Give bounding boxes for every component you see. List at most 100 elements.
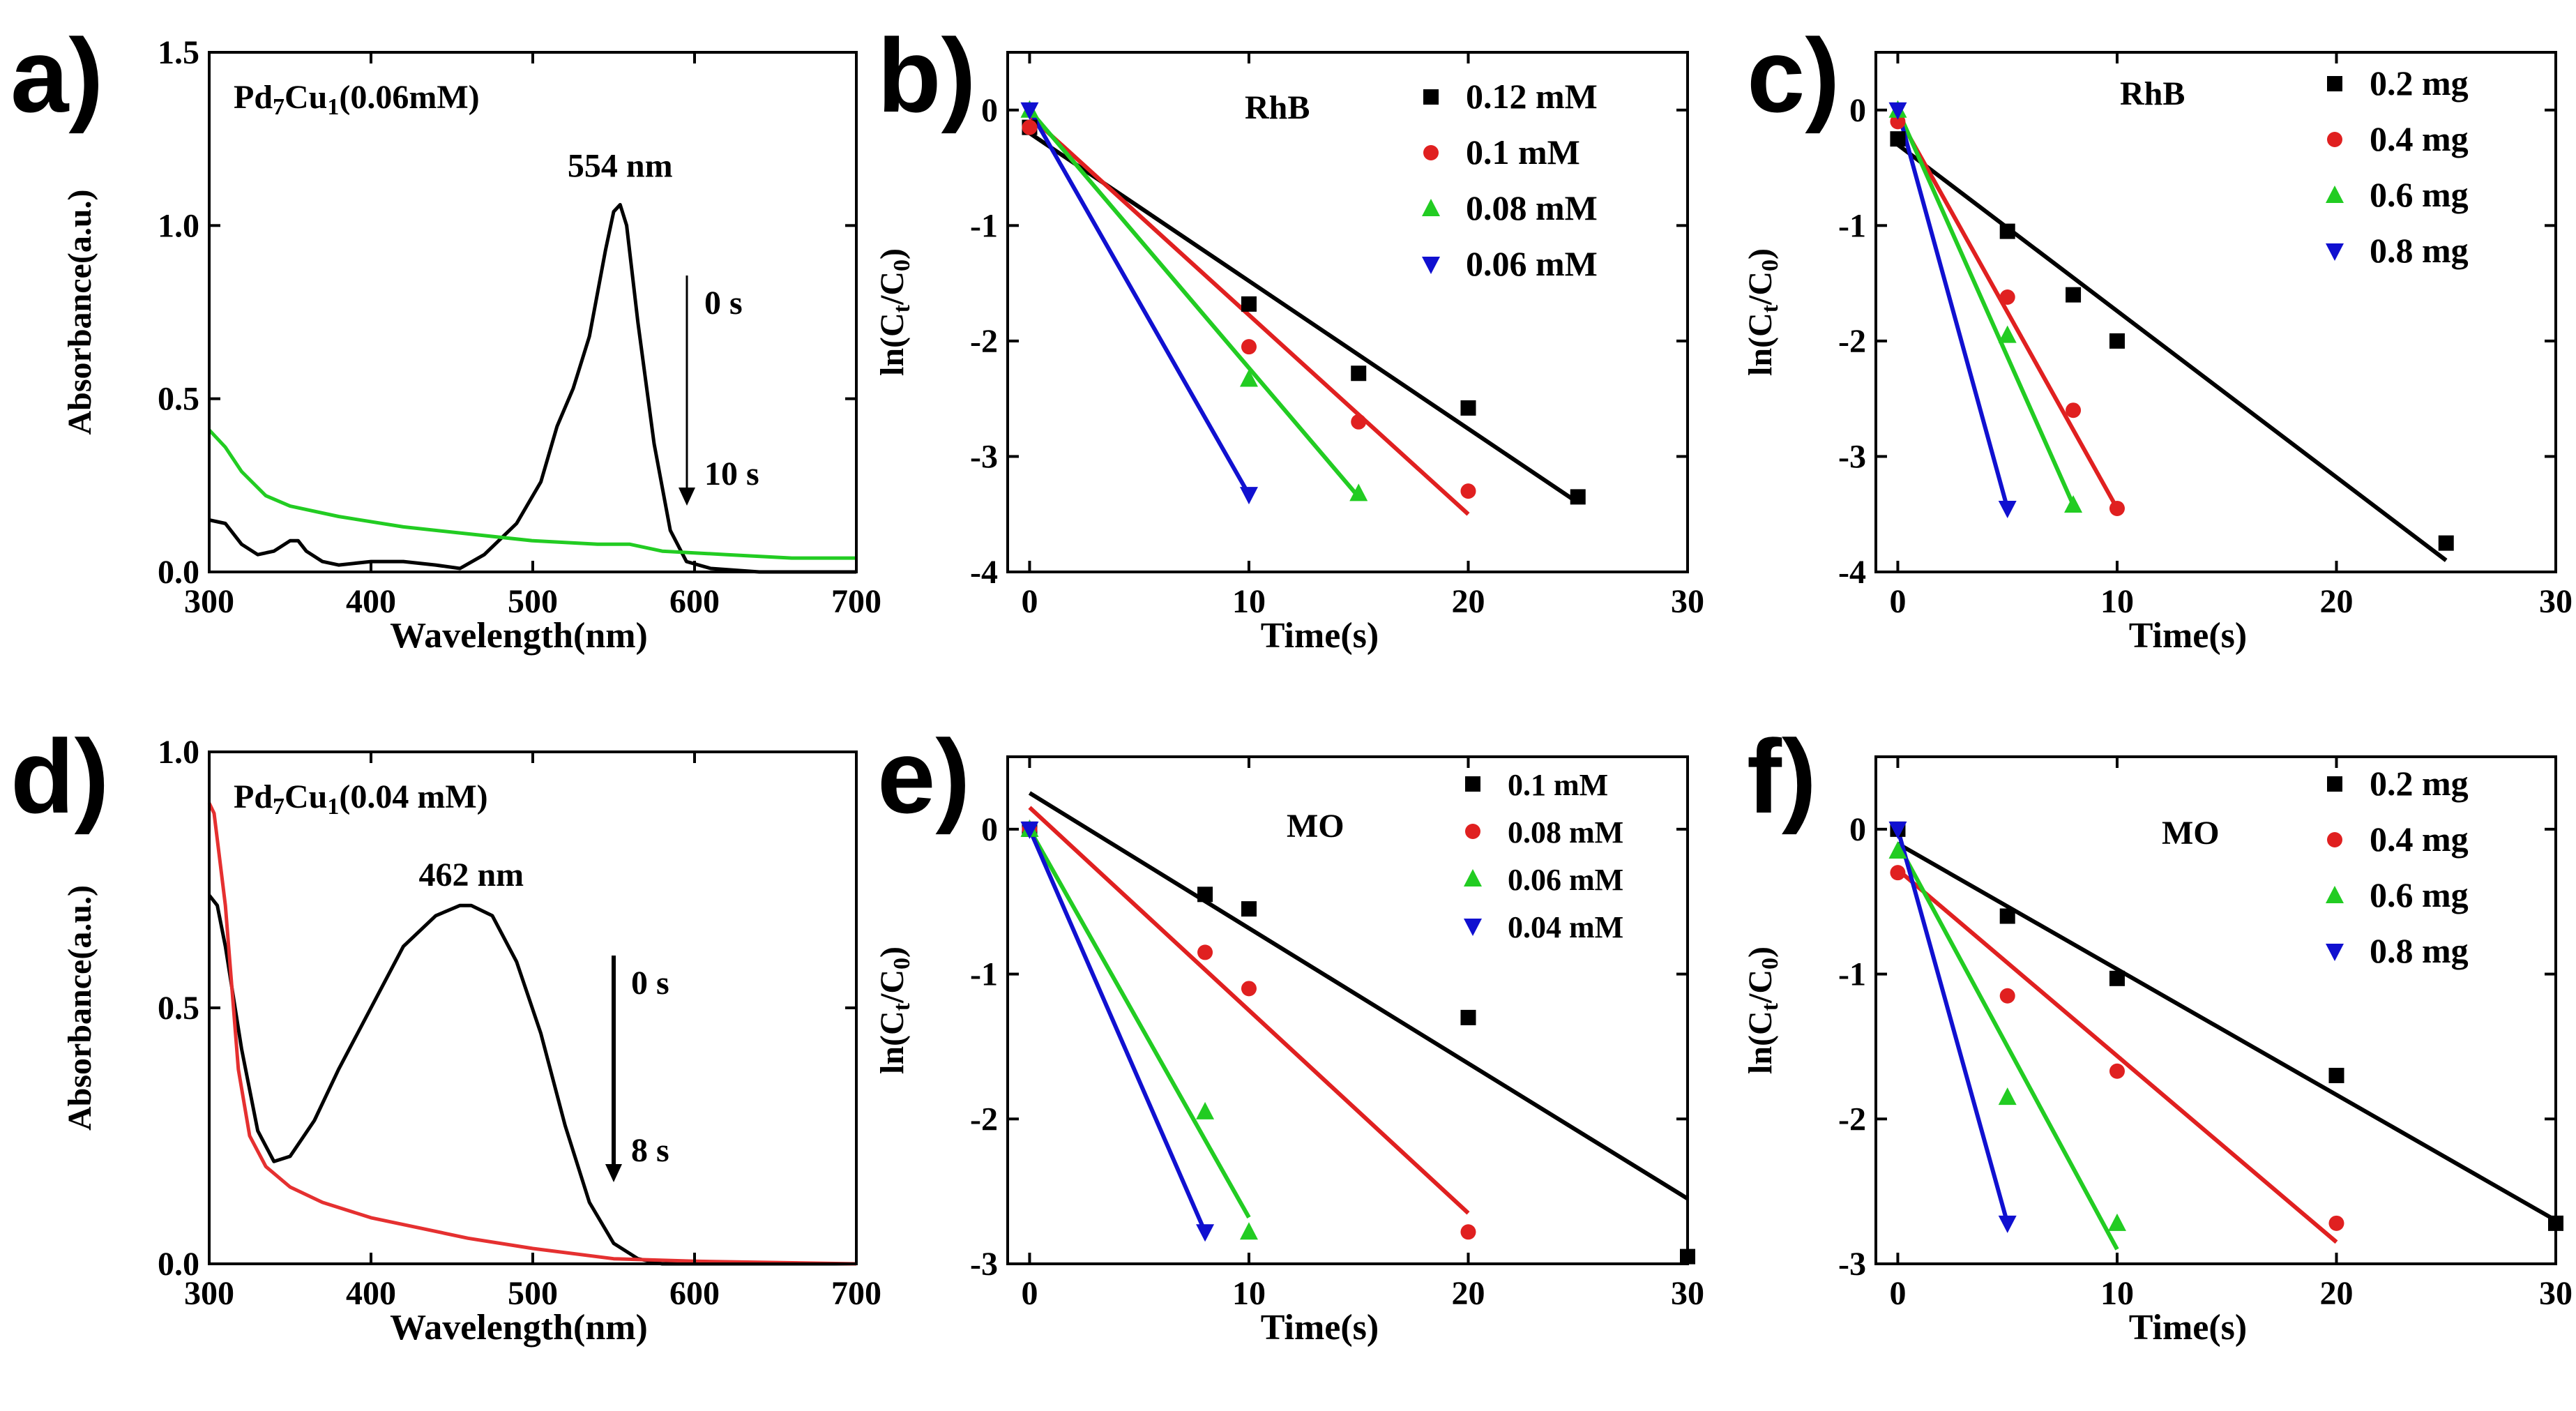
panel-letter-d: d) xyxy=(10,718,109,835)
y-tick-label: -1 xyxy=(1838,207,1866,244)
x-axis-label: Time(s) xyxy=(2129,616,2247,656)
legend-label: 0.08 mM xyxy=(1466,188,1598,227)
plot-frame xyxy=(1874,755,2557,1265)
y-axis-label: ln(Ct/C0) xyxy=(874,248,915,376)
legend-label: 0.2 mg xyxy=(2370,764,2469,803)
legend-label: 0.6 mg xyxy=(2370,175,2469,214)
x-tick-label: 30 xyxy=(1671,583,1704,620)
data-point-triangle-down xyxy=(1020,102,1039,120)
data-point-circle xyxy=(1890,114,1906,130)
y-tick-label: 0 xyxy=(1849,92,1866,129)
data-point-square xyxy=(1460,400,1476,416)
y-tick-label: -3 xyxy=(970,1246,998,1283)
y-axis-label-subscript: 0 xyxy=(1757,259,1783,271)
dye-label: RhB xyxy=(1245,89,1310,126)
data-point-triangle-up xyxy=(2326,186,2344,203)
x-tick-label: 20 xyxy=(1451,583,1485,620)
data-point-triangle-up xyxy=(1239,369,1258,387)
data-point-triangle-down xyxy=(1196,1224,1215,1242)
data-point-triangle-up xyxy=(2326,886,2344,903)
legend-label: 0.12 mM xyxy=(1466,77,1598,116)
legend-label: 0.1 mM xyxy=(1466,133,1580,172)
data-point-square xyxy=(1999,223,2015,239)
data-point-triangle-up xyxy=(1239,1222,1258,1240)
x-tick-label: 0 xyxy=(1021,1275,1038,1312)
y-tick-label: 0 xyxy=(981,811,998,848)
x-tick-label: 400 xyxy=(346,583,396,620)
data-point-triangle-up xyxy=(1998,325,2017,343)
y-axis-label: ln(Ct/C0) xyxy=(874,946,915,1074)
y-tick-label: -3 xyxy=(970,438,998,475)
data-point-circle xyxy=(1460,1224,1476,1240)
x-tick-label: 600 xyxy=(669,583,720,620)
data-point-circle xyxy=(1241,981,1257,997)
data-point-square xyxy=(2109,970,2125,986)
y-tick-label: -1 xyxy=(970,956,998,993)
spectrum-line-0s xyxy=(209,203,856,574)
data-point-triangle-down xyxy=(1888,102,1907,120)
time-arrow-head xyxy=(605,1164,622,1182)
y-axis-label-part: ) xyxy=(1742,248,1779,259)
panel-letter-e: e) xyxy=(877,718,970,835)
data-point-triangle-up xyxy=(1422,199,1440,216)
data-point-circle xyxy=(2109,1063,2125,1079)
y-axis-label: Absorbance(a.u.) xyxy=(61,885,98,1131)
data-point-square xyxy=(1570,489,1586,505)
x-tick-label: 300 xyxy=(184,583,234,620)
x-axis-label: Time(s) xyxy=(1261,616,1379,656)
data-point-triangle-down xyxy=(1998,1215,2017,1233)
data-point-square xyxy=(2438,535,2454,551)
dye-label: RhB xyxy=(2120,75,2185,112)
fit-line xyxy=(1027,828,1207,1233)
y-axis-label-part: ln(C xyxy=(1742,1011,1779,1074)
data-point-triangle-down xyxy=(1464,919,1482,936)
panel-letter-c: c) xyxy=(1747,17,1840,134)
sample-title-subscript: 1 xyxy=(327,94,339,120)
arrow-end-label: 8 s xyxy=(631,1132,669,1169)
data-point-square xyxy=(1999,908,2015,924)
data-point-circle xyxy=(1999,289,2015,305)
data-point-triangle-down xyxy=(1422,257,1440,274)
y-axis-label: ln(Ct/C0) xyxy=(1742,946,1783,1074)
y-tick-label: -3 xyxy=(1838,1246,1866,1283)
y-tick-label: -2 xyxy=(970,1101,998,1138)
sample-title: Pd7Cu1(0.06mM) xyxy=(234,79,480,120)
y-axis-label-subscript: t xyxy=(889,304,915,312)
sample-title-part: (0.06mM) xyxy=(339,79,479,116)
fit-line xyxy=(1896,868,2338,1244)
data-point-circle xyxy=(1465,824,1480,839)
sample-title-subscript: 7 xyxy=(273,794,285,820)
spectrum-line-0s xyxy=(208,893,856,1266)
y-axis-label-part: /C xyxy=(1742,271,1779,305)
x-tick-label: 10 xyxy=(2100,583,2134,620)
x-tick-label: 0 xyxy=(1889,583,1906,620)
sample-title: Pd7Cu1(0.04 mM) xyxy=(234,778,488,820)
x-tick-label: 700 xyxy=(831,583,881,620)
arrow-end-label: 10 s xyxy=(704,455,759,492)
y-tick-label: -4 xyxy=(1838,554,1866,591)
sample-title-part: Pd xyxy=(234,79,273,116)
legend-label: 0.06 mM xyxy=(1508,863,1623,897)
y-axis-label-part: ) xyxy=(1742,946,1779,958)
fit-line xyxy=(1028,108,1361,499)
arrow-start-label: 0 s xyxy=(704,285,743,322)
legend-label: 0.4 mg xyxy=(2370,820,2469,859)
fit-line xyxy=(1028,131,1579,505)
data-point-triangle-up xyxy=(1998,1087,2017,1106)
y-axis-label-subscript: 0 xyxy=(1757,958,1783,969)
legend-label: 0.4 mg xyxy=(2370,119,2469,158)
data-point-circle xyxy=(1890,865,1906,881)
legend-label: 0.04 mM xyxy=(1508,910,1623,944)
y-axis-label-part: ) xyxy=(874,946,911,958)
data-point-square xyxy=(1465,776,1480,792)
y-axis-label-subscript: 0 xyxy=(889,958,915,969)
data-point-triangle-down xyxy=(1239,487,1258,505)
sample-title-part: Cu xyxy=(285,778,327,815)
data-point-circle xyxy=(1460,483,1476,499)
data-point-square xyxy=(1890,131,1906,147)
x-tick-label: 10 xyxy=(2100,1275,2134,1312)
plot-frame xyxy=(1006,755,1689,1265)
